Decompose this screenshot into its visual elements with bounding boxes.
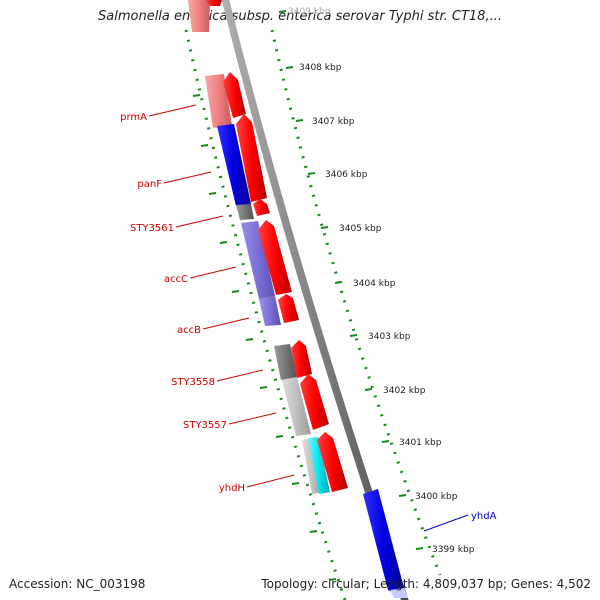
feature-arrow-3	[253, 199, 270, 216]
accession-label: Accession: NC_003198	[9, 577, 146, 591]
gene-label-yhdA[interactable]: yhdA	[471, 511, 497, 522]
tick-label: 3407 kbp	[312, 117, 355, 127]
tick-label: 3405 kbp	[339, 224, 382, 234]
outer-major-ticks	[192, 94, 337, 581]
tick-label: 3400 kbp	[415, 492, 458, 502]
feature-arrow-1	[223, 72, 246, 118]
gene-label-accC[interactable]: accC	[164, 274, 188, 285]
gene-label-yhdH[interactable]: yhdH	[219, 483, 245, 494]
gene-label-STY3561[interactable]: STY3561	[130, 223, 174, 234]
feature-block-panF	[217, 124, 251, 206]
backbone-ring	[221, 0, 409, 600]
feature-arrow-top	[206, 0, 222, 6]
feature-block-STY3557	[282, 377, 311, 436]
tick-label: 3404 kbp	[353, 279, 396, 289]
gene-label-accB[interactable]: accB	[177, 325, 201, 336]
tick-label: 3409 kbp	[288, 7, 331, 17]
feature-block-STY3561	[236, 204, 254, 220]
gene-label-panF[interactable]: panF	[137, 179, 162, 190]
feature-block-yhdA	[363, 489, 404, 594]
tick-label: 3402 kbp	[383, 386, 426, 396]
feature-arrow-6	[291, 340, 312, 378]
feature-block-accC	[241, 221, 275, 299]
tick-label: 3401 kbp	[399, 438, 442, 448]
forward-strand-features	[206, 0, 348, 492]
feature-block-accB	[259, 296, 281, 326]
feature-arrow-2	[236, 114, 267, 202]
inner-major-ticks	[278, 10, 424, 550]
feature-arrow-8	[317, 432, 348, 492]
feature-block-STY3558	[274, 344, 297, 380]
genome-summary: Topology: circular; Length: 4,809,037 bp…	[261, 577, 591, 591]
tick-label: 3408 kbp	[299, 63, 342, 73]
tick-label: 3406 kbp	[325, 170, 368, 180]
tick-label: 3403 kbp	[368, 332, 411, 342]
feature-arrow-5	[278, 294, 299, 323]
gene-label-STY3557[interactable]: STY3557	[183, 420, 227, 431]
feature-block-yhdH-cyan	[308, 437, 330, 494]
gene-label-prmA[interactable]: prmA	[120, 112, 147, 123]
feature-block-pink-top	[188, 0, 210, 32]
tick-label: 3399 kbp	[432, 545, 475, 555]
feature-arrow-4	[258, 220, 292, 295]
feature-arrow-7	[300, 374, 329, 430]
feature-block-yhdA-tail	[390, 588, 408, 598]
gene-labels: prmA panF STY3561 accC accB STY3558 STY3…	[120, 112, 496, 522]
gene-label-STY3558[interactable]: STY3558	[171, 377, 215, 388]
label-leaders	[148, 104, 469, 532]
tick-labels: 3409 kbp 3408 kbp 3407 kbp 3406 kbp 3405…	[288, 7, 475, 555]
